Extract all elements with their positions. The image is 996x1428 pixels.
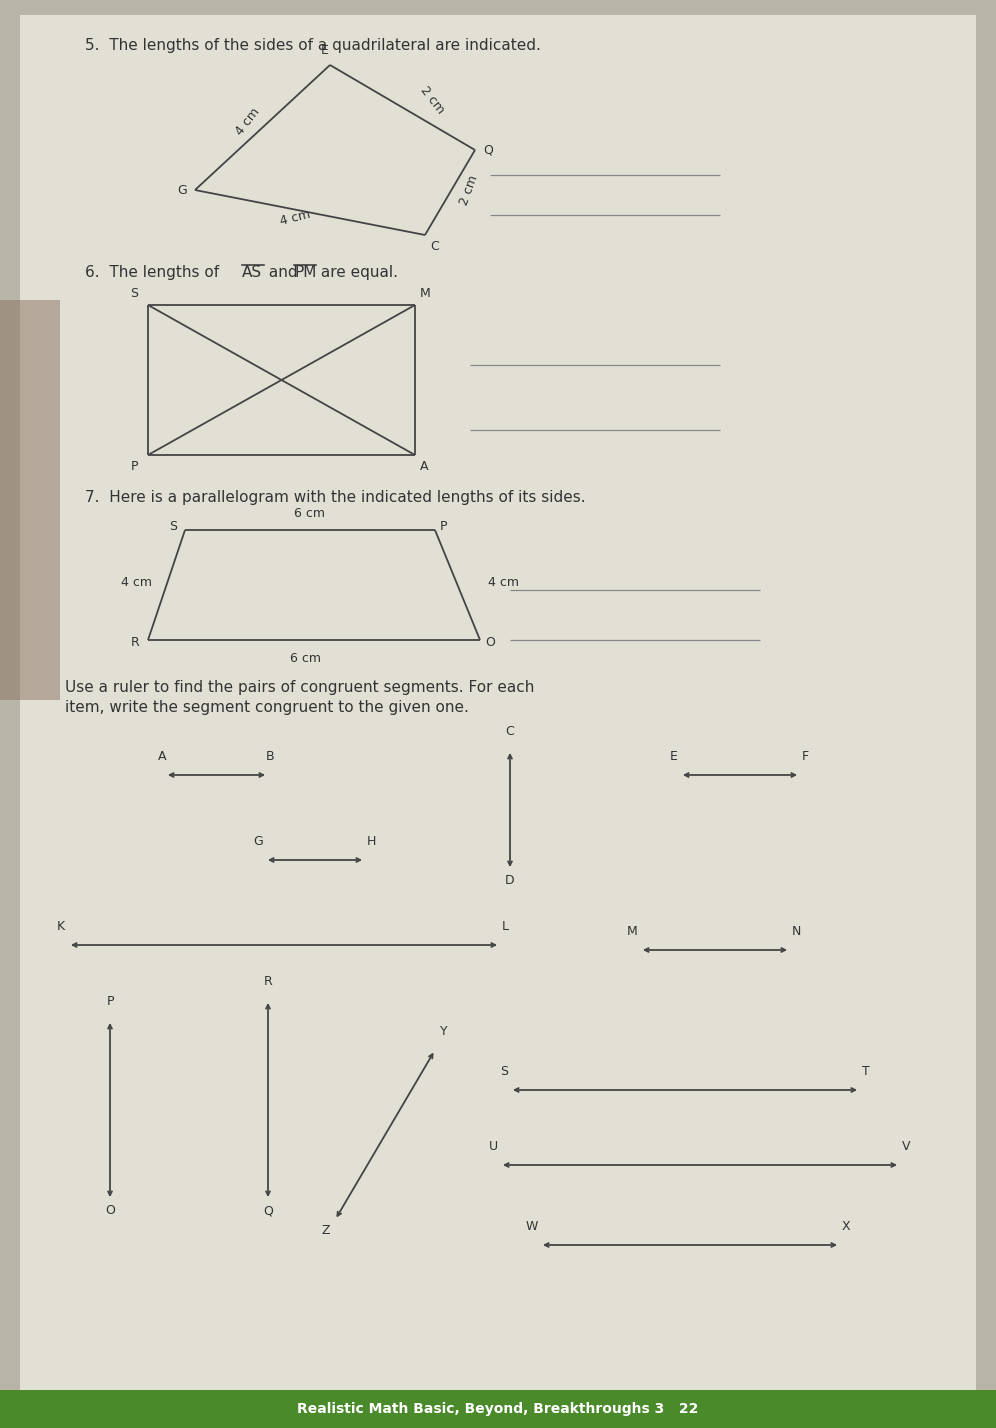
Text: X: X — [842, 1220, 851, 1232]
Text: S: S — [169, 520, 177, 534]
Text: G: G — [253, 835, 263, 848]
Text: M: M — [420, 287, 430, 300]
Text: U: U — [489, 1140, 498, 1152]
Text: T: T — [862, 1065, 870, 1078]
Text: M: M — [627, 925, 638, 938]
Text: 5.  The lengths of the sides of a quadrilateral are indicated.: 5. The lengths of the sides of a quadril… — [85, 39, 541, 53]
Text: PM: PM — [294, 266, 317, 280]
Text: H: H — [367, 835, 376, 848]
Text: P: P — [107, 995, 114, 1008]
FancyBboxPatch shape — [0, 1389, 996, 1428]
Text: 4 cm: 4 cm — [121, 577, 152, 590]
Text: 6 cm: 6 cm — [290, 653, 321, 665]
Text: 7.  Here is a parallelogram with the indicated lengths of its sides.: 7. Here is a parallelogram with the indi… — [85, 490, 586, 506]
Text: 6 cm: 6 cm — [295, 507, 326, 520]
Text: Z: Z — [322, 1224, 330, 1237]
Text: S: S — [130, 287, 138, 300]
Text: K: K — [57, 920, 65, 932]
Text: B: B — [266, 750, 274, 763]
Text: C: C — [430, 240, 439, 253]
Text: item, write the segment congruent to the given one.: item, write the segment congruent to the… — [65, 700, 469, 715]
Text: 4 cm: 4 cm — [488, 577, 519, 590]
Text: 6.  The lengths of: 6. The lengths of — [85, 266, 224, 280]
Text: F: F — [802, 750, 809, 763]
FancyBboxPatch shape — [0, 300, 60, 700]
Text: A: A — [420, 460, 428, 473]
Text: 2 cm: 2 cm — [418, 84, 447, 116]
Text: E: E — [321, 44, 329, 57]
Text: 4 cm: 4 cm — [279, 208, 312, 228]
Text: R: R — [131, 637, 140, 650]
Text: D: D — [505, 874, 515, 887]
Text: S: S — [500, 1065, 508, 1078]
Text: Use a ruler to find the pairs of congruent segments. For each: Use a ruler to find the pairs of congrue… — [65, 680, 535, 695]
Text: N: N — [792, 925, 802, 938]
Text: 2 cm: 2 cm — [458, 173, 481, 207]
Text: 4 cm: 4 cm — [233, 106, 263, 139]
Text: O: O — [485, 637, 495, 650]
Text: W: W — [526, 1220, 538, 1232]
Text: Q: Q — [483, 143, 493, 157]
Text: P: P — [130, 460, 138, 473]
Text: V: V — [902, 1140, 910, 1152]
Text: A: A — [157, 750, 166, 763]
FancyBboxPatch shape — [20, 16, 976, 1412]
Text: G: G — [177, 184, 187, 197]
Text: and: and — [264, 266, 303, 280]
Text: Y: Y — [440, 1025, 447, 1038]
Text: P: P — [440, 520, 447, 534]
Text: C: C — [506, 725, 514, 738]
Text: Q: Q — [263, 1204, 273, 1217]
Text: R: R — [264, 975, 272, 988]
Text: AS: AS — [242, 266, 262, 280]
Text: E: E — [670, 750, 678, 763]
Text: Realistic Math Basic, Beyond, Breakthroughs 3   22: Realistic Math Basic, Beyond, Breakthrou… — [298, 1402, 698, 1417]
Text: L: L — [502, 920, 509, 932]
Text: are equal.: are equal. — [316, 266, 398, 280]
Text: O: O — [105, 1204, 115, 1217]
